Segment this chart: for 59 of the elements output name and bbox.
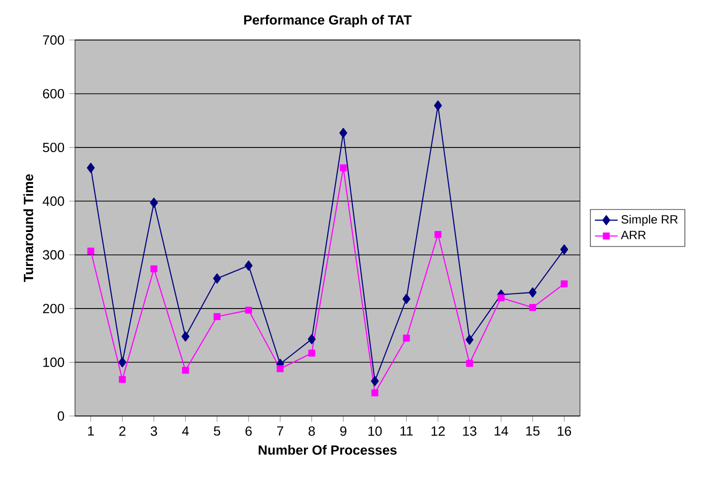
point [371, 389, 378, 396]
legend-label: Simple RR [621, 214, 678, 226]
point [86, 162, 95, 173]
x-tick-label: 10 [368, 426, 382, 436]
x-tick-label: 13 [463, 426, 476, 436]
point [466, 360, 474, 367]
x-tick-label: 9 [340, 426, 346, 436]
point [182, 366, 189, 374]
point [434, 230, 442, 238]
point [339, 128, 348, 138]
point [213, 273, 221, 284]
point [466, 334, 474, 345]
point [434, 100, 442, 111]
y-tick-label: 400 [42, 196, 64, 206]
point [529, 304, 536, 311]
x-axis-title: Number Of Processes [258, 444, 397, 455]
y-tick-label: 700 [43, 35, 64, 45]
x-tick-label: 3 [150, 426, 158, 436]
x-tick-label: 11 [400, 426, 413, 436]
chart-title: Performance Graph of TAT [244, 14, 412, 28]
y-tick-label: 500 [42, 142, 64, 152]
x-tick-label: 16 [558, 426, 572, 436]
point [182, 331, 190, 342]
y-tick-label: 200 [43, 304, 64, 314]
point [150, 265, 158, 272]
x-tick-label: 12 [432, 426, 445, 436]
x-tick-label: 15 [526, 426, 540, 436]
point [498, 294, 505, 302]
point [528, 287, 537, 298]
point [402, 294, 410, 304]
point [370, 376, 379, 386]
y-axis-title: Turnaround Time [23, 174, 34, 282]
x-tick-label: 5 [214, 426, 220, 436]
point [560, 244, 568, 255]
point [402, 334, 410, 342]
x-tick-label: 2 [119, 426, 126, 436]
point [245, 306, 252, 314]
point [308, 334, 316, 344]
point [214, 313, 221, 320]
point [118, 357, 126, 368]
y-tick-label: 100 [43, 358, 64, 367]
point [150, 198, 158, 208]
x-tick-label: 8 [308, 426, 315, 436]
point [560, 280, 568, 288]
legend-label: ARR [620, 230, 646, 240]
point [276, 365, 284, 372]
y-tick-label: 0 [58, 411, 64, 421]
x-tick-label: 1 [88, 426, 94, 436]
x-tick-label: 6 [246, 426, 252, 436]
x-tick-label: 7 [277, 426, 284, 436]
x-tick-label: 4 [182, 426, 189, 436]
y-tick-label: 600 [43, 88, 64, 98]
x-tick-label: 14 [494, 426, 508, 436]
point [244, 260, 253, 271]
point [308, 350, 316, 357]
y-tick-label: 300 [42, 250, 64, 260]
point [340, 164, 347, 172]
point [118, 376, 126, 383]
point [87, 248, 94, 255]
